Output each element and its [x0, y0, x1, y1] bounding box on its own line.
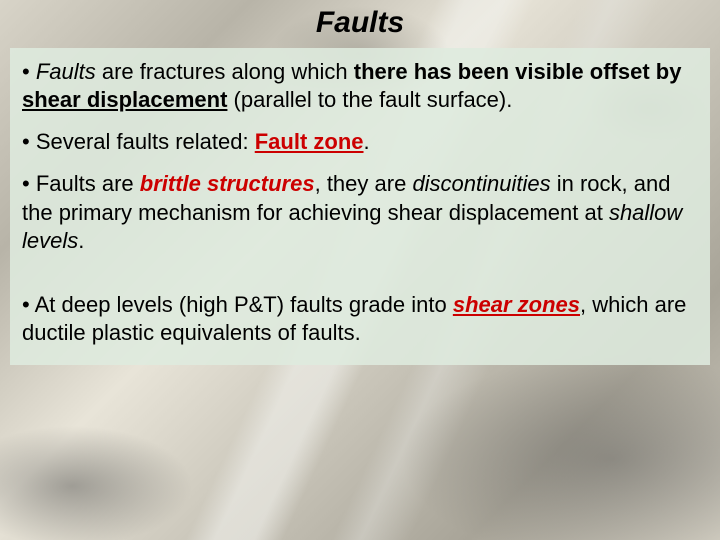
- text-segment: At deep levels (high P&T) faults grade i…: [35, 292, 453, 317]
- text-segment: .: [78, 228, 84, 253]
- bullet-marker: •: [22, 59, 36, 84]
- text-shear-zones: shear zones: [453, 292, 580, 317]
- text-brittle-structures: brittle structures: [140, 171, 315, 196]
- text-faults-italic: Faults: [36, 59, 96, 84]
- bullet-2: • Several faults related: Fault zone.: [22, 128, 698, 156]
- text-segment: Faults are: [36, 171, 140, 196]
- text-bold-segment: there has been visible offset by: [354, 59, 682, 84]
- content-panel: • Faults are fractures along which there…: [10, 48, 710, 365]
- spacer: [22, 269, 698, 291]
- text-discontinuities: discontinuities: [412, 171, 550, 196]
- text-fault-zone: Fault zone: [255, 129, 364, 154]
- bullet-marker: •: [22, 292, 35, 317]
- text-segment: .: [364, 129, 370, 154]
- text-segment: (parallel to the fault surface).: [227, 87, 512, 112]
- bullet-3: • Faults are brittle structures, they ar…: [22, 170, 698, 254]
- bullet-marker: •: [22, 129, 36, 154]
- bullet-4: • At deep levels (high P&T) faults grade…: [22, 291, 698, 347]
- bullet-1: • Faults are fractures along which there…: [22, 58, 698, 114]
- text-segment: are fractures along which: [96, 59, 354, 84]
- text-segment: , they are: [315, 171, 413, 196]
- slide-title: Faults: [0, 0, 720, 44]
- text-shear-displacement: shear displacement: [22, 87, 227, 112]
- bullet-marker: •: [22, 171, 36, 196]
- text-segment: Several faults related:: [36, 129, 255, 154]
